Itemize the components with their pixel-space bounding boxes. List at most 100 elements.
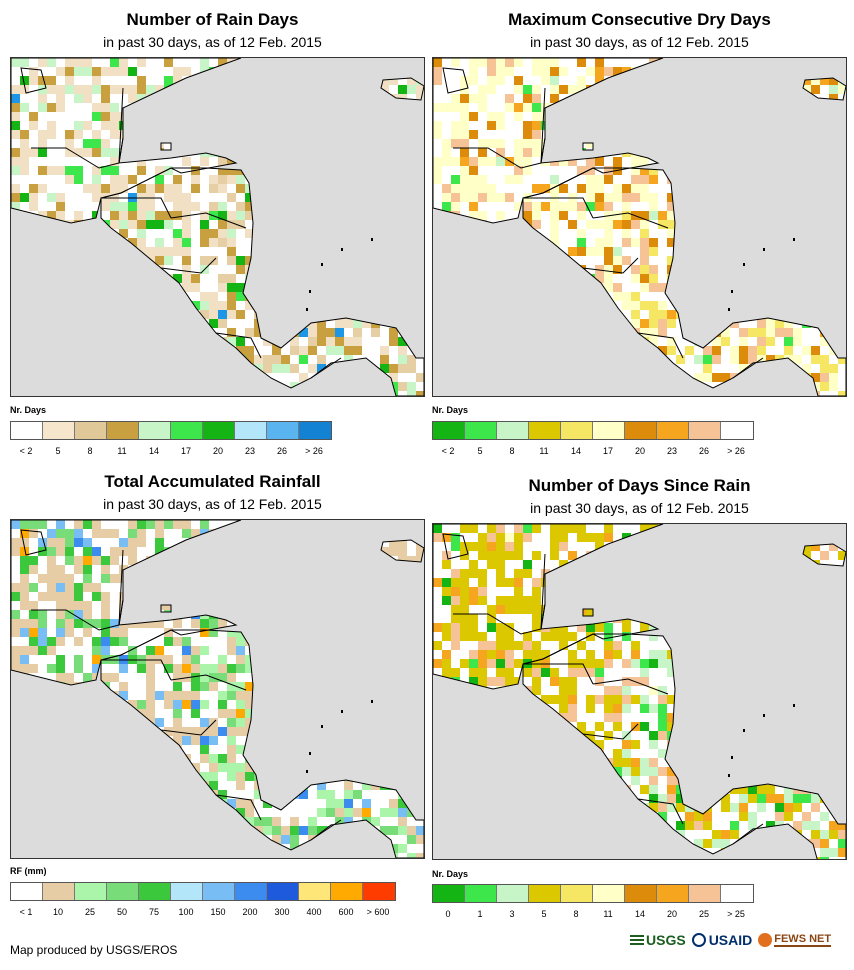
grid-cell <box>398 763 407 772</box>
grid-cell <box>712 229 721 238</box>
grid-cell <box>191 301 200 310</box>
grid-cell <box>433 229 442 238</box>
grid-cell <box>793 211 802 220</box>
grid-cell <box>595 382 604 391</box>
grid-cell <box>676 166 685 175</box>
grid-cell <box>380 139 389 148</box>
grid-cell <box>640 112 649 121</box>
grid-cell <box>371 664 380 673</box>
grid-cell <box>128 220 137 229</box>
grid-cell <box>631 355 640 364</box>
grid-cell <box>335 655 344 664</box>
grid-cell <box>559 283 568 292</box>
grid-cell <box>65 310 74 319</box>
grid-cell <box>577 121 586 130</box>
grid-cell <box>308 220 317 229</box>
grid-cell <box>335 67 344 76</box>
grid-cell <box>344 727 353 736</box>
map-dry-days[interactable] <box>432 57 847 397</box>
grid-cell <box>371 175 380 184</box>
grid-cell <box>739 139 748 148</box>
grid-cell <box>128 709 137 718</box>
grid-cell <box>245 220 254 229</box>
grid-cell <box>227 772 236 781</box>
grid-cell <box>155 700 164 709</box>
grid-cell <box>146 691 155 700</box>
grid-cell <box>299 112 308 121</box>
grid-cell <box>47 337 56 346</box>
grid-cell <box>200 391 209 396</box>
grid-cell <box>101 256 110 265</box>
grid-cell <box>433 166 442 175</box>
grid-cell <box>586 373 595 382</box>
grid-cell <box>227 283 236 292</box>
grid-cell <box>137 121 146 130</box>
grid-cell <box>514 373 523 382</box>
grid-cell <box>254 601 263 610</box>
grid-cell <box>559 229 568 238</box>
grid-cell <box>469 328 478 337</box>
grid-cell <box>416 664 424 673</box>
grid-cell <box>65 646 74 655</box>
grid-cell <box>263 655 272 664</box>
grid-cell <box>101 637 110 646</box>
grid-cell <box>389 310 398 319</box>
grid-cell <box>236 691 245 700</box>
grid-cell <box>263 763 272 772</box>
grid-cell <box>730 175 739 184</box>
grid-cell <box>254 220 263 229</box>
grid-cell <box>478 112 487 121</box>
grid-cell <box>407 148 416 157</box>
grid-cell <box>433 202 442 211</box>
grid-cell <box>496 265 505 274</box>
grid-cell <box>200 781 209 790</box>
grid-cell <box>478 310 487 319</box>
grid-cell <box>353 85 362 94</box>
grid-cell <box>191 364 200 373</box>
grid-cell <box>74 130 83 139</box>
grid-cell <box>694 328 703 337</box>
grid-cell <box>11 274 20 283</box>
grid-cell <box>137 637 146 646</box>
grid-cell <box>775 67 784 76</box>
grid-cell <box>353 529 362 538</box>
grid-cell <box>218 727 227 736</box>
grid-cell <box>290 310 299 319</box>
grid-cell <box>344 592 353 601</box>
grid-cell <box>263 247 272 256</box>
grid-cell <box>209 628 218 637</box>
grid-cell <box>326 547 335 556</box>
grid-cell <box>137 547 146 556</box>
grid-cell <box>739 292 748 301</box>
grid-cell <box>317 382 326 391</box>
grid-cell <box>335 637 344 646</box>
grid-cell <box>685 265 694 274</box>
grid-cell <box>820 103 829 112</box>
grid-cell <box>110 673 119 682</box>
grid-cell <box>137 754 146 763</box>
grid-cell <box>227 655 236 664</box>
grid-cell <box>308 583 317 592</box>
grid-cell <box>272 85 281 94</box>
grid-cell <box>640 121 649 130</box>
grid-cell <box>200 166 209 175</box>
grid-cell <box>173 382 182 391</box>
grid-cell <box>775 391 784 396</box>
grid-cell <box>200 85 209 94</box>
grid-cell <box>263 121 272 130</box>
grid-cell <box>766 58 775 67</box>
map-rain-days[interactable] <box>10 57 425 397</box>
grid-cell <box>676 391 685 396</box>
grid-cell <box>676 157 685 166</box>
map-total-rainfall[interactable] <box>10 519 425 859</box>
grid-cell <box>362 58 371 67</box>
grid-cell <box>811 76 820 85</box>
grid-cell <box>254 727 263 736</box>
grid-cell <box>182 301 191 310</box>
grid-cell <box>730 355 739 364</box>
grid-cell <box>20 547 29 556</box>
grid-cell <box>83 130 92 139</box>
grid-cell <box>523 112 532 121</box>
grid-cell <box>20 184 29 193</box>
grid-cell <box>254 373 263 382</box>
